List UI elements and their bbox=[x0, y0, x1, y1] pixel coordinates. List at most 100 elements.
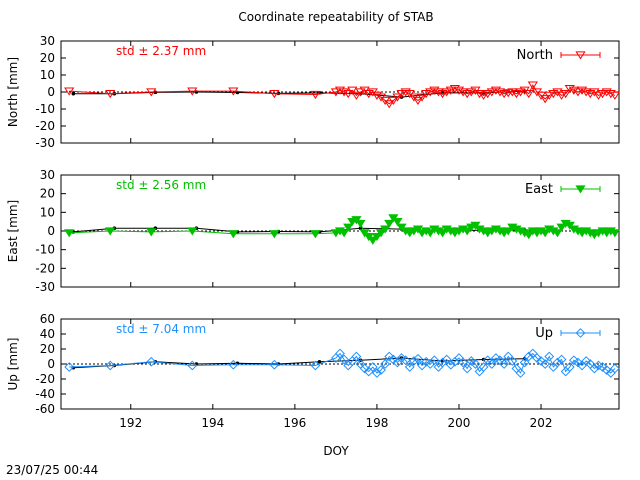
data-point bbox=[556, 223, 567, 232]
y-tick-label: 0 bbox=[47, 357, 55, 371]
data-point bbox=[359, 363, 370, 374]
y-axis-label-north: North [mm] bbox=[6, 57, 20, 127]
std-label-east: std ± 2.56 mm bbox=[116, 178, 206, 192]
data-point bbox=[556, 91, 567, 100]
data-point bbox=[187, 87, 198, 96]
data-point bbox=[593, 91, 604, 100]
x-tick-label: 192 bbox=[119, 416, 142, 430]
legend-marker bbox=[575, 328, 586, 338]
data-point bbox=[392, 93, 403, 102]
data-point bbox=[437, 357, 448, 368]
data-point bbox=[474, 90, 485, 99]
data-point bbox=[515, 88, 526, 97]
data-point bbox=[413, 353, 423, 364]
x-axis-label: DOY bbox=[323, 444, 349, 458]
data-point bbox=[609, 363, 620, 374]
data-point bbox=[478, 362, 489, 372]
data-point bbox=[400, 355, 411, 366]
y-tick-label: -20 bbox=[35, 119, 55, 133]
x-tick-label: 200 bbox=[448, 416, 471, 430]
data-point bbox=[457, 88, 469, 97]
y-tick-label: -10 bbox=[35, 243, 55, 257]
data-point bbox=[64, 362, 75, 372]
data-point bbox=[568, 86, 579, 95]
data-point bbox=[433, 88, 444, 97]
data-point bbox=[540, 229, 551, 238]
weekly-point bbox=[317, 359, 322, 364]
y-tick-label: 0 bbox=[47, 224, 55, 238]
data-point bbox=[609, 91, 620, 100]
data-point bbox=[396, 90, 407, 99]
data-point bbox=[388, 354, 399, 365]
data-point bbox=[425, 229, 436, 238]
data-point bbox=[105, 90, 116, 99]
timestamp: 23/07/25 00:44 bbox=[6, 463, 98, 477]
data-point bbox=[343, 90, 354, 99]
data-point bbox=[355, 88, 366, 97]
data-point bbox=[527, 81, 538, 90]
x-tick-label: 196 bbox=[283, 416, 306, 430]
data-point bbox=[515, 368, 526, 378]
data-point bbox=[478, 91, 489, 100]
legend-north: North bbox=[517, 48, 601, 63]
data-point bbox=[491, 353, 501, 363]
data-point bbox=[363, 90, 374, 99]
legend-up: Up bbox=[535, 326, 601, 341]
data-point bbox=[523, 231, 534, 240]
data-point bbox=[581, 88, 592, 97]
data-point bbox=[453, 86, 465, 95]
data-point bbox=[347, 86, 358, 95]
y-tick-label: -20 bbox=[35, 261, 55, 275]
data-point bbox=[421, 90, 432, 99]
data-point bbox=[412, 96, 424, 106]
panel-north: -30 -20 -10 0 10 20 30 North [mm] std ± 2.37 mm N… bbox=[6, 34, 620, 150]
data-point bbox=[486, 359, 497, 369]
data-point bbox=[228, 359, 239, 370]
data-point bbox=[585, 90, 596, 99]
data-point bbox=[609, 229, 620, 238]
data-point bbox=[310, 360, 321, 371]
data-point bbox=[187, 360, 198, 371]
data-point bbox=[64, 229, 75, 238]
data-point bbox=[351, 351, 362, 362]
data-point bbox=[532, 353, 542, 363]
data-point bbox=[408, 356, 419, 366]
y-axis-label-up: Up [mm] bbox=[6, 338, 20, 391]
y-tick-label: 40 bbox=[40, 327, 55, 341]
data-point bbox=[523, 90, 534, 99]
y-tick-label: -30 bbox=[35, 136, 55, 150]
data-point bbox=[375, 229, 387, 238]
data-point bbox=[552, 229, 563, 238]
legend-label: Up bbox=[535, 326, 553, 341]
y-tick-label: -60 bbox=[35, 402, 55, 416]
data-point bbox=[605, 90, 616, 99]
data-point bbox=[540, 359, 551, 369]
data-point bbox=[445, 86, 456, 95]
legend-label: North bbox=[517, 48, 553, 63]
data-point bbox=[334, 86, 346, 95]
data-point bbox=[601, 365, 612, 375]
panel-east: -30 -20 -10 0 10 20 30 East [mm] std ± 2.56 mm Ea… bbox=[6, 168, 620, 294]
data-point bbox=[372, 368, 382, 378]
data-point bbox=[396, 353, 407, 363]
data-point bbox=[269, 230, 280, 239]
data-point bbox=[462, 363, 473, 374]
data-point bbox=[269, 90, 280, 99]
data-point bbox=[536, 356, 546, 366]
legend-label: East bbox=[525, 182, 553, 197]
data-point bbox=[441, 88, 452, 97]
y-tick-label: 10 bbox=[40, 68, 55, 82]
data-point bbox=[367, 362, 378, 372]
data-point bbox=[449, 84, 460, 94]
data-point bbox=[568, 355, 579, 366]
data-point bbox=[458, 357, 468, 368]
weekly-point bbox=[71, 91, 76, 96]
legend-east: East bbox=[525, 182, 601, 197]
data-point bbox=[573, 357, 583, 368]
y-tick-label: 30 bbox=[40, 168, 55, 182]
data-point bbox=[400, 88, 411, 97]
data-point bbox=[146, 356, 157, 367]
y-tick-label: 0 bbox=[47, 85, 55, 99]
data-point bbox=[228, 230, 239, 239]
